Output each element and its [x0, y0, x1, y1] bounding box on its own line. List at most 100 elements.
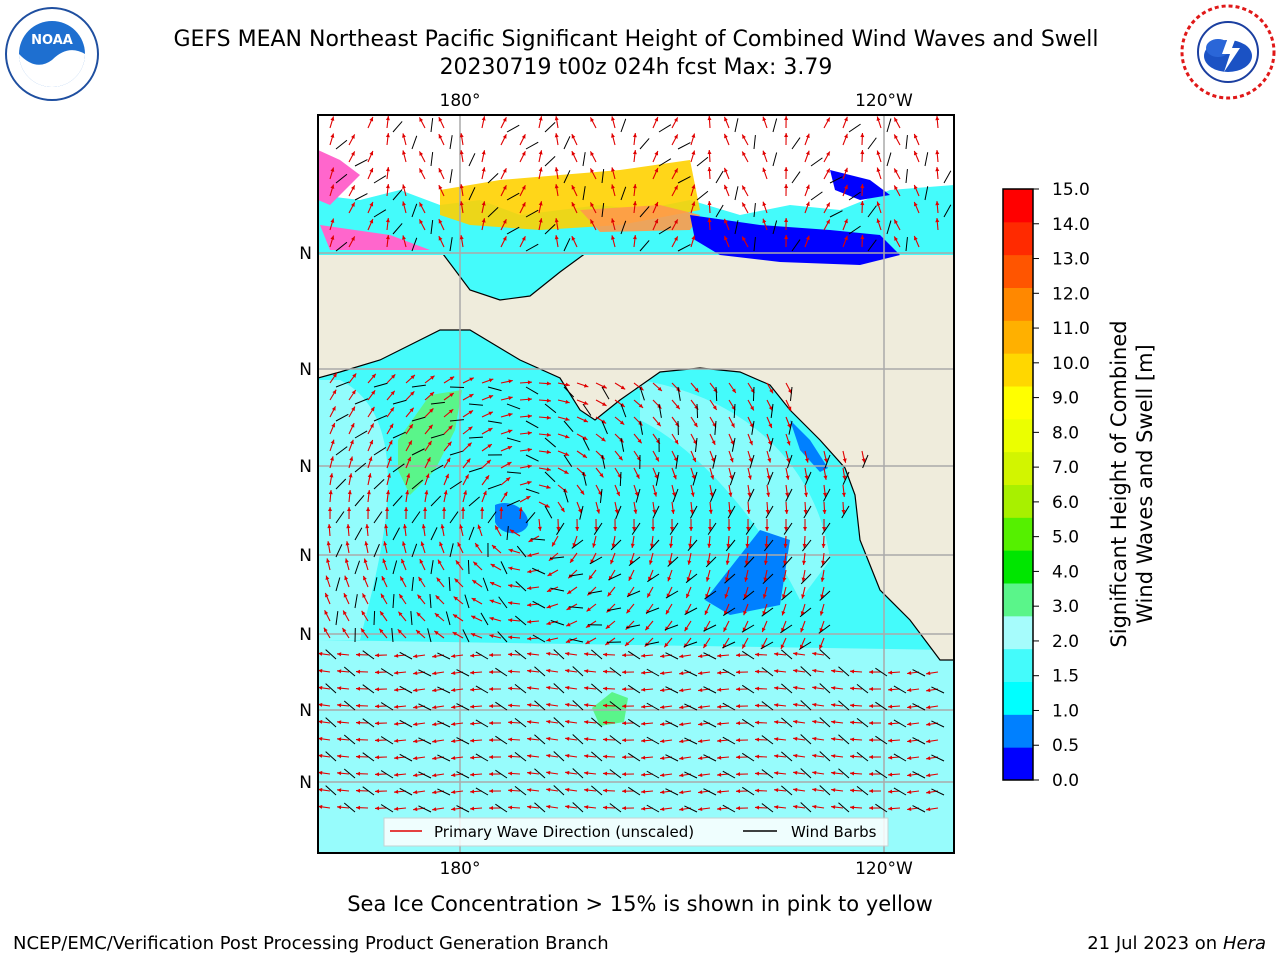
wave-direction-arrowhead: [894, 236, 898, 241]
wind-barb: [886, 118, 892, 133]
wave-direction-arrowhead: [935, 116, 940, 121]
wave-direction-arrowhead: [330, 456, 334, 461]
wave-direction-arrowhead: [375, 687, 380, 692]
wind-barb: [725, 539, 736, 552]
wind-barb: [563, 386, 575, 398]
wind-barb: [664, 624, 679, 631]
wave-direction-arrowhead: [767, 458, 772, 463]
wave-height-map: Primary Wave Direction (unscaled) Wind B…: [300, 91, 955, 879]
wind-barb: [761, 769, 774, 779]
wind-barb: [487, 420, 502, 424]
wind-barb: [532, 600, 546, 609]
wave-direction-arrowhead: [402, 524, 407, 529]
wave-direction-arrowhead: [888, 738, 893, 743]
wave-direction-arrowhead: [527, 720, 532, 725]
wave-direction-arrowhead: [475, 543, 480, 548]
wave-direction-arrowhead: [502, 236, 507, 241]
wind-barb: [685, 573, 698, 584]
wave-direction-arrowhead: [330, 184, 335, 189]
wind-barb: [760, 641, 774, 650]
wave-direction-arrowhead: [451, 739, 456, 743]
wave-direction-arrowhead: [605, 641, 610, 646]
wave-direction-arrowhead: [470, 755, 475, 760]
wave-direction-arrowhead: [622, 721, 627, 726]
wave-direction-arrowhead: [755, 771, 760, 776]
wave-direction-arrowhead: [747, 492, 752, 497]
wave-direction-arrowhead: [408, 440, 412, 445]
wave-direction-arrowhead: [470, 806, 475, 811]
wind-barb: [912, 805, 926, 813]
wind-barb: [392, 593, 395, 609]
wave-direction-arrowhead: [687, 560, 692, 565]
wind-barb: [684, 703, 698, 711]
colorbar-tick-label: 13.0: [1052, 250, 1090, 270]
wave-direction-arrowhead: [332, 373, 337, 378]
wave-direction-arrowhead: [351, 134, 355, 139]
wave-direction-arrowhead: [679, 773, 684, 778]
wind-barb: [593, 522, 603, 535]
wave-direction-arrowhead: [489, 704, 494, 709]
wind-barb: [646, 804, 660, 813]
wave-direction-arrowhead: [419, 559, 424, 564]
wave-direction-arrowhead: [710, 457, 715, 463]
wave-direction-arrowhead: [698, 705, 703, 710]
wave-direction-arrowhead: [546, 381, 551, 386]
top-lon-label-120w: 120°W: [855, 91, 913, 111]
wave-direction-arrowhead: [508, 669, 513, 674]
wind-barb: [761, 701, 774, 711]
wind-barb: [495, 667, 508, 677]
wind-barb: [696, 156, 709, 167]
wind-barb: [449, 169, 453, 184]
wind-barb: [893, 753, 907, 762]
wave-direction-arrowhead: [429, 408, 434, 413]
wave-direction-arrowhead: [708, 509, 713, 514]
wind-barb: [335, 381, 350, 388]
wave-direction-arrowhead: [432, 790, 437, 795]
wave-direction-arrowhead: [325, 575, 330, 581]
wave-direction-arrowhead: [698, 756, 703, 761]
wave-direction-arrowhead: [554, 133, 559, 138]
wind-barb: [848, 123, 861, 133]
wind-barb: [791, 137, 801, 150]
wind-barb: [373, 479, 385, 490]
wave-direction-arrowhead: [344, 575, 349, 581]
wind-barb: [705, 556, 717, 568]
wind-barb: [392, 431, 406, 439]
wave-direction-arrowhead: [894, 185, 898, 190]
wave-direction-arrowhead: [723, 627, 728, 632]
wind-barb: [553, 683, 565, 694]
wave-direction-arrowhead: [438, 236, 443, 241]
wind-barb: [819, 683, 831, 694]
wave-direction-arrowhead: [629, 560, 634, 565]
wind-barb: [335, 446, 348, 456]
sea-ice-note: Sea Ice Concentration > 15% is shown in …: [347, 892, 933, 916]
wind-barb: [684, 607, 698, 616]
wave-direction-arrowhead: [804, 492, 808, 497]
wave-direction-arrowhead: [689, 526, 694, 531]
lat-label-20n: 20°N: [300, 701, 312, 721]
wave-direction-arrowhead: [399, 594, 404, 599]
wave-direction-arrowhead: [654, 474, 658, 480]
wind-barb: [769, 437, 774, 452]
wave-direction-arrowhead: [708, 526, 713, 531]
wind-barb: [848, 225, 861, 235]
wind-barb: [893, 719, 907, 728]
wind-barb: [579, 505, 584, 520]
wave-direction-arrowhead: [679, 705, 684, 710]
wave-direction-arrowhead: [346, 524, 351, 529]
wave-direction-arrowhead: [318, 702, 323, 707]
wind-barb: [838, 768, 850, 779]
wind-barb: [380, 736, 394, 745]
wave-direction-arrowhead: [432, 722, 437, 727]
wave-direction-arrowhead: [603, 703, 608, 708]
wave-direction-arrowhead: [622, 670, 627, 675]
wave-direction-arrowhead: [907, 790, 912, 794]
wind-barb: [770, 403, 774, 418]
wind-barb: [544, 403, 557, 414]
wave-direction-arrowhead: [783, 543, 788, 548]
wind-barb: [628, 684, 641, 694]
wave-direction-arrowhead: [489, 738, 494, 743]
wave-direction-arrowhead: [641, 755, 646, 760]
wave-direction-arrowhead: [455, 560, 460, 565]
wave-direction-arrowhead: [386, 473, 391, 478]
